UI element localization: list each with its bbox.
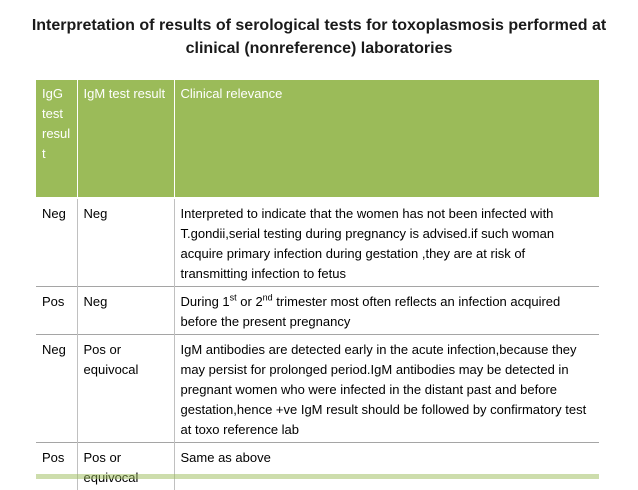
serology-table: IgG test result IgM test result Clinical… [36, 80, 599, 490]
table-row: Pos Neg During 1st or 2nd trimester most… [36, 287, 599, 335]
table-row: Neg Pos or equivocal IgM antibodies are … [36, 335, 599, 443]
cell-igm: Neg [77, 287, 174, 335]
header-clinical-relevance: Clinical relevance [174, 80, 599, 198]
relevance-text: During 1 [181, 294, 230, 309]
table-header-row: IgG test result IgM test result Clinical… [36, 80, 599, 198]
superscript: nd [263, 293, 273, 303]
superscript: st [230, 293, 237, 303]
table-bottom-edge [36, 474, 599, 479]
cell-igg: Neg [36, 335, 77, 443]
cell-relevance: IgM antibodies are detected early in the… [174, 335, 599, 443]
header-igm: IgM test result [77, 80, 174, 198]
cell-igm: Pos or equivocal [77, 443, 174, 490]
cell-igg: Pos [36, 287, 77, 335]
header-igg: IgG test result [36, 80, 77, 198]
cell-relevance: Interpreted to indicate that the women h… [174, 198, 599, 287]
cell-igg: Pos [36, 443, 77, 490]
slide: Interpretation of results of serological… [0, 0, 638, 479]
cell-igm: Neg [77, 198, 174, 287]
cell-relevance: During 1st or 2nd trimester most often r… [174, 287, 599, 335]
table-row: Neg Neg Interpreted to indicate that the… [36, 198, 599, 287]
cell-igg: Neg [36, 198, 77, 287]
relevance-text: or 2 [237, 294, 263, 309]
cell-relevance: Same as above [174, 443, 599, 490]
slide-title: Interpretation of results of serological… [20, 14, 618, 60]
table-row: Pos Pos or equivocal Same as above [36, 443, 599, 490]
cell-igm: Pos or equivocal [77, 335, 174, 443]
